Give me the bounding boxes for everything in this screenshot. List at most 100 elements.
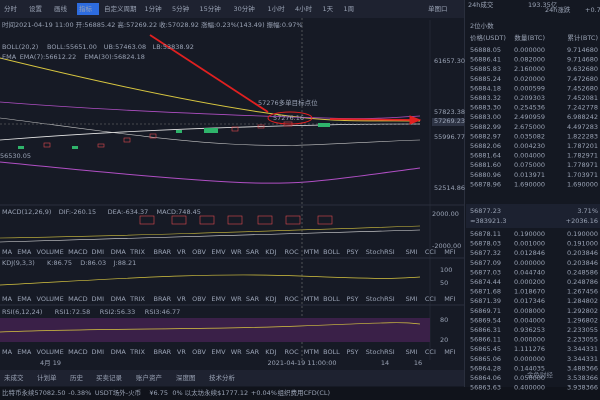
indicator-tab[interactable]: SMI xyxy=(406,295,418,303)
indicator-tab[interactable]: MA xyxy=(2,248,13,256)
toolbar-item[interactable]: 1分钟 xyxy=(145,4,163,13)
indicator-tab[interactable]: EMA xyxy=(17,295,32,303)
indicator-tab[interactable]: KDJ xyxy=(265,248,276,256)
indicator-tab[interactable]: TRIX xyxy=(129,348,145,356)
indicator-tab[interactable]: EMV xyxy=(211,295,226,303)
indicator-tab[interactable]: DMA xyxy=(111,248,127,256)
indicator-tab[interactable]: EMV xyxy=(211,348,226,356)
indicator-tab[interactable]: MACD xyxy=(68,295,87,303)
indicator-tab[interactable]: TRIX xyxy=(129,248,145,256)
orderbook-bg xyxy=(465,0,600,400)
indicator-tab[interactable]: PSY xyxy=(347,348,359,356)
indicator-tab[interactable]: MA xyxy=(2,295,13,303)
indicator-tab[interactable]: MTM xyxy=(304,295,319,303)
indicator-tab[interactable]: EMA xyxy=(17,348,32,356)
ticker-item: USDT场外-火币 xyxy=(95,388,141,397)
toolbar-item[interactable]: 指标 xyxy=(79,4,93,13)
toolbar-item[interactable]: 画线 xyxy=(54,4,68,13)
indicator-tab[interactable]: MTM xyxy=(304,348,319,356)
indicator-tab[interactable]: SMI xyxy=(406,248,418,256)
toolbar-item[interactable]: 分时 xyxy=(4,4,18,13)
order-total: 0.190000 xyxy=(567,230,598,238)
indicator-tab[interactable]: MFI xyxy=(444,295,455,303)
indicator-tab[interactable]: EMA xyxy=(17,248,32,256)
indicator-tab[interactable]: MACD xyxy=(68,348,87,356)
order-price: 56869.54 xyxy=(470,316,501,324)
indicator-value: RSI2:56.33 xyxy=(100,308,136,316)
indicator-tab[interactable]: DMI xyxy=(92,295,105,303)
indicator-tab[interactable]: ROC xyxy=(285,295,300,303)
indicator-tab[interactable]: VR xyxy=(177,248,186,256)
indicator-tab[interactable]: BOLL xyxy=(323,348,340,356)
indicator-tab[interactable]: OBV xyxy=(192,295,206,303)
indicator-tab[interactable]: OBV xyxy=(192,348,206,356)
bottom-tab[interactable]: 深度图 xyxy=(176,373,196,382)
order-price: 56884.18 xyxy=(470,84,501,92)
indicator-tab[interactable]: KDJ xyxy=(265,348,276,356)
indicator-tab[interactable]: BRAR xyxy=(154,248,172,256)
indicator-tab[interactable]: WR xyxy=(231,248,242,256)
bottom-tab[interactable]: 技术分析 xyxy=(209,373,236,382)
bottom-tab[interactable]: 账户资产 xyxy=(136,373,163,382)
indicator-tab[interactable]: BRAR xyxy=(154,348,172,356)
indicator-tab[interactable]: SMI xyxy=(406,348,418,356)
bottom-tab[interactable]: 历史 xyxy=(70,373,84,382)
indicator-tab[interactable]: CCI xyxy=(425,295,436,303)
bottom-tab[interactable]: 计划单 xyxy=(37,373,57,382)
indicator-tab[interactable]: MFI xyxy=(444,348,455,356)
bottom-tab[interactable]: 未成交 xyxy=(4,373,24,382)
market-stat: 193.35亿 xyxy=(528,0,558,9)
indicator-tab[interactable]: DMA xyxy=(111,348,127,356)
indicator-tab[interactable]: BRAR xyxy=(154,295,172,303)
indicator-tab[interactable]: VR xyxy=(177,295,186,303)
indicator-tab[interactable]: ROC xyxy=(285,348,300,356)
indicator-tab[interactable]: BOLL xyxy=(323,295,340,303)
order-price: 56864.06 xyxy=(470,374,501,382)
indicator-tab[interactable]: MTM xyxy=(304,248,319,256)
depth-select[interactable]: 2位小数 xyxy=(470,21,494,30)
indicator-tab[interactable]: MA xyxy=(2,348,13,356)
indicator-tab[interactable]: KDJ xyxy=(265,295,276,303)
toolbar-item[interactable]: 1小时 xyxy=(268,4,286,13)
indicator-tab[interactable]: StochRSI xyxy=(366,295,395,303)
order-qty: 0.190000 xyxy=(514,230,545,238)
indicator-tab[interactable]: SAR xyxy=(246,295,260,303)
indicator-tab[interactable]: WR xyxy=(231,295,242,303)
toolbar-item[interactable]: 15分钟 xyxy=(200,4,222,13)
indicator-tab[interactable]: PSY xyxy=(347,248,359,256)
toolbar-item[interactable]: 自定义周期 xyxy=(104,4,137,13)
indicator-tab[interactable]: VOLUME xyxy=(37,248,64,256)
toolbar-item[interactable]: 4小时 xyxy=(295,4,313,13)
indicator-tab[interactable]: CCI xyxy=(425,248,436,256)
indicator-tab[interactable]: DMI xyxy=(92,248,105,256)
indicator-tab[interactable]: BOLL xyxy=(323,248,340,256)
indicator-tab[interactable]: DMA xyxy=(111,295,127,303)
toolbar-item[interactable]: 1天 xyxy=(323,5,334,13)
indicator-tab[interactable]: VR xyxy=(177,348,186,356)
indicator-tab[interactable]: VOLUME xyxy=(37,295,64,303)
indicator-tab[interactable]: WR xyxy=(231,348,242,356)
order-qty: 0.000000 xyxy=(514,355,545,363)
indicator-tab[interactable]: PSY xyxy=(347,295,359,303)
indicator-tab[interactable]: MACD xyxy=(68,248,87,256)
indicator-tab[interactable]: StochRSI xyxy=(366,248,395,256)
toolbar-item[interactable]: 30分钟 xyxy=(234,4,256,13)
indicator-tab[interactable]: StochRSI xyxy=(366,348,395,356)
toolbar-item[interactable]: 1周 xyxy=(344,5,355,13)
indicator-tab[interactable]: MFI xyxy=(444,248,455,256)
toolbar-dropdown[interactable]: 单图口 xyxy=(428,4,448,13)
indicator-tab[interactable]: TRIX xyxy=(129,295,145,303)
indicator-tab[interactable]: VOLUME xyxy=(37,348,64,356)
indicator-tab[interactable]: SAR xyxy=(246,248,260,256)
indicator-tab[interactable]: SAR xyxy=(246,348,260,356)
toolbar-item[interactable]: 设置 xyxy=(29,4,43,13)
indicator-tab[interactable]: EMV xyxy=(211,248,226,256)
indicator-value: EMA(7):56612.22 xyxy=(20,53,77,61)
bottom-tab[interactable]: 买卖记录 xyxy=(96,374,123,382)
indicator-tab[interactable]: DMI xyxy=(92,348,105,356)
indicator-tab[interactable]: ROC xyxy=(285,248,300,256)
indicator-tab[interactable]: OBV xyxy=(192,248,206,256)
indicator-tab[interactable]: CCI xyxy=(425,348,436,356)
price-axis-label: 57269.23 xyxy=(434,117,465,125)
toolbar-item[interactable]: 5分钟 xyxy=(172,4,190,13)
